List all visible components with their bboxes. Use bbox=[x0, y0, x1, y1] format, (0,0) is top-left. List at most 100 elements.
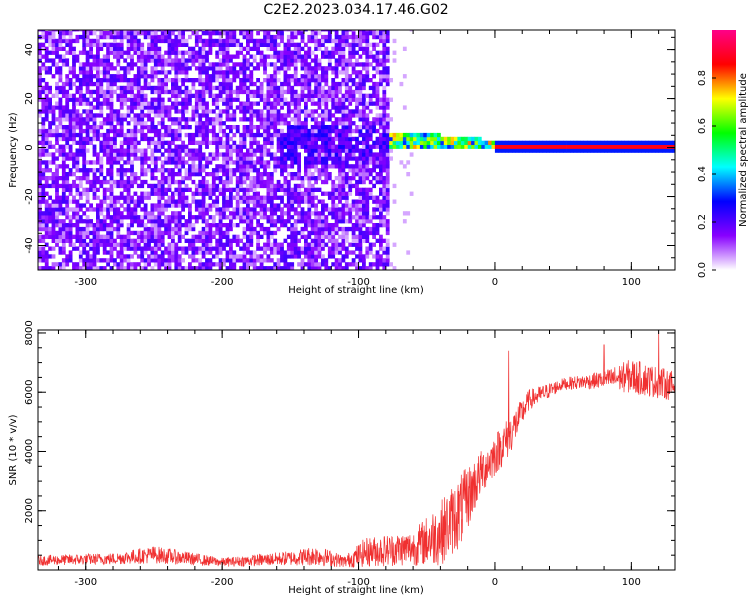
spectrogram-cell bbox=[102, 226, 107, 232]
spectrogram-cell bbox=[252, 207, 257, 212]
spectrogram-cell bbox=[232, 207, 237, 212]
spectrogram-cell bbox=[215, 254, 220, 259]
spectrogram-cell bbox=[324, 242, 329, 247]
spectrogram-cell bbox=[351, 62, 356, 67]
spectrogram-cell bbox=[153, 148, 158, 153]
spectrogram-cell bbox=[273, 168, 278, 173]
spectrogram-cell bbox=[423, 140, 428, 145]
spectrogram-cell bbox=[358, 195, 363, 200]
spectrogram-cell bbox=[123, 113, 128, 118]
spectrogram-cell bbox=[136, 223, 141, 228]
spectrogram-cell bbox=[184, 195, 189, 200]
spectrogram-cell bbox=[239, 246, 243, 251]
spectrogram-cell bbox=[344, 254, 349, 259]
spectrogram-cell bbox=[48, 105, 52, 110]
spectrogram-cell bbox=[402, 105, 407, 110]
spectrogram-cell bbox=[82, 176, 87, 181]
spectrogram-cell bbox=[443, 144, 448, 149]
spectrogram-cell bbox=[225, 58, 230, 63]
spectrogram-cell bbox=[72, 183, 76, 189]
spectrogram-cell bbox=[130, 160, 134, 165]
spectrogram-cell bbox=[252, 191, 257, 196]
spectrogram-cell bbox=[44, 176, 49, 181]
spectrogram-cell bbox=[75, 74, 80, 79]
spectrogram-cell bbox=[113, 54, 117, 59]
spectrogram-cell bbox=[242, 168, 247, 173]
spectrogram-cell bbox=[402, 136, 407, 142]
spectrogram-cell bbox=[263, 30, 267, 32]
spectrogram-cell bbox=[263, 144, 267, 149]
spectrogram-cell bbox=[368, 132, 373, 138]
spectrogram-cell bbox=[355, 81, 359, 87]
spectrogram-cell bbox=[44, 219, 49, 224]
spectrogram-cell bbox=[297, 176, 301, 181]
spectrogram-cell bbox=[55, 219, 59, 224]
spectrogram-cell bbox=[198, 113, 203, 118]
spectrogram-cell bbox=[304, 54, 308, 59]
spectrogram-cell bbox=[348, 215, 353, 220]
spectrogram-cell bbox=[307, 176, 312, 181]
spectrogram-cell bbox=[38, 78, 42, 83]
spectrogram-cell bbox=[143, 58, 148, 63]
spectrogram-cell bbox=[205, 246, 209, 251]
spectrogram-cell bbox=[358, 89, 363, 95]
spectrogram-cell bbox=[44, 203, 49, 208]
spectrogram-cell bbox=[191, 132, 196, 138]
spectrogram-cell bbox=[355, 140, 359, 145]
spectrogram-cell bbox=[218, 152, 223, 157]
spectrogram-cell bbox=[174, 199, 179, 204]
spectrogram-cell bbox=[150, 191, 155, 196]
spectrogram-cell bbox=[239, 109, 243, 114]
spectrogram-cell bbox=[225, 70, 230, 75]
spectrogram-cell bbox=[164, 105, 168, 110]
spectrogram-cell bbox=[61, 262, 66, 267]
spectrogram-cell bbox=[201, 266, 206, 270]
spectrogram-cell bbox=[85, 113, 90, 118]
spectrogram-cell bbox=[96, 246, 100, 251]
spectrogram-cell bbox=[44, 70, 49, 75]
spectrogram-cell bbox=[208, 93, 213, 98]
spectrogram-cell bbox=[310, 109, 315, 114]
spectrogram-cell bbox=[198, 215, 203, 220]
spectrogram-cell bbox=[61, 105, 66, 110]
spectrogram-cell bbox=[396, 140, 400, 145]
spectrogram-cell bbox=[269, 172, 274, 177]
spectrogram-cell bbox=[314, 109, 318, 114]
spectrogram-cell bbox=[167, 125, 172, 130]
spectrogram-cell bbox=[136, 183, 141, 189]
spectrogram-cell bbox=[246, 101, 250, 106]
spectrogram-cell bbox=[286, 121, 291, 126]
spectrogram-cell bbox=[205, 78, 209, 83]
spectrogram-cell bbox=[334, 70, 339, 75]
spectrogram-cell bbox=[160, 121, 165, 126]
spectrogram-cell bbox=[259, 121, 264, 126]
spectrogram-cell bbox=[191, 117, 196, 122]
spectrogram-cell bbox=[362, 62, 366, 67]
spectrogram-cell bbox=[365, 42, 370, 47]
spectrogram-cell bbox=[242, 30, 247, 32]
spectrogram-cell bbox=[208, 223, 213, 228]
spectrogram-cell bbox=[198, 183, 203, 189]
spectrogram-cell bbox=[191, 226, 196, 232]
spectrogram-cell bbox=[269, 109, 274, 114]
spectrogram-cell bbox=[75, 113, 80, 118]
spectrogram-cell bbox=[85, 215, 90, 220]
spectrogram-cell bbox=[68, 191, 73, 196]
spectrogram-cell bbox=[242, 211, 247, 216]
spectrogram-cell bbox=[351, 207, 356, 212]
spectrogram-cell bbox=[133, 128, 138, 134]
spectrogram-cell bbox=[344, 58, 349, 63]
spectrogram-cell bbox=[205, 101, 209, 106]
spectrogram-cell bbox=[327, 191, 332, 196]
spectrogram-cell bbox=[314, 160, 318, 165]
spectrogram-cell bbox=[341, 128, 346, 134]
spectrogram-cell bbox=[375, 172, 380, 177]
spectrogram-cell bbox=[225, 42, 230, 47]
spectrogram-cell bbox=[184, 266, 189, 270]
spectrogram-cell bbox=[96, 226, 100, 232]
spectrogram-cell bbox=[307, 191, 312, 196]
spectrogram-cell bbox=[222, 262, 226, 267]
spectrogram-cell bbox=[276, 219, 281, 224]
spectrogram-cell bbox=[283, 78, 288, 83]
spectrogram-cell bbox=[106, 262, 110, 267]
